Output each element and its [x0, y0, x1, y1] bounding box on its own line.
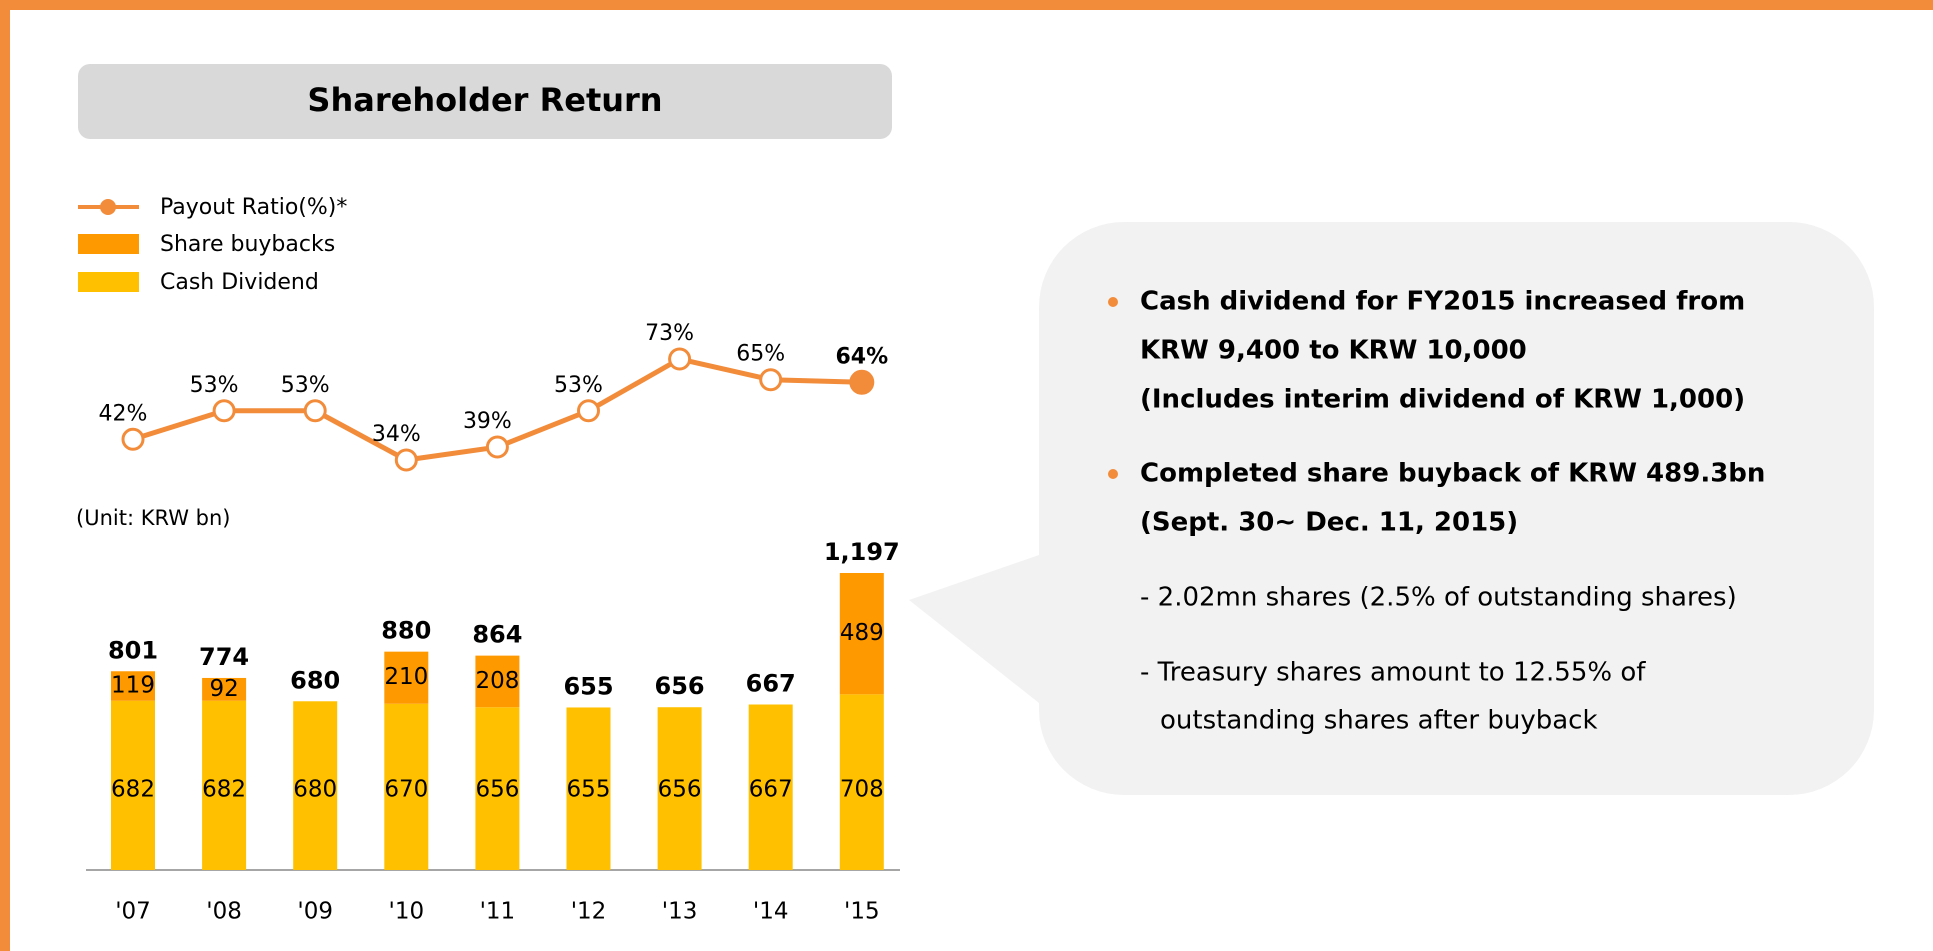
total-label: 1,197: [824, 538, 900, 566]
left-border: [0, 0, 10, 951]
bar-segment: [293, 701, 338, 870]
total-label: 656: [655, 672, 705, 700]
total-label: 880: [381, 617, 431, 645]
bar-segment: [475, 707, 520, 870]
bullet-text: KRW 9,400 to KRW 10,000: [1140, 336, 1527, 366]
payout-label: 34%: [372, 422, 421, 447]
payout-point: [303, 399, 327, 423]
x-tick-label: '10: [389, 899, 425, 925]
legend-swatch: [78, 234, 139, 254]
segment-label: 655: [567, 777, 611, 803]
segment-label: 210: [384, 664, 428, 690]
payout-point: [212, 399, 236, 423]
payout-label: 53%: [281, 373, 330, 398]
x-tick-label: '11: [480, 899, 516, 925]
x-tick-label: '08: [206, 899, 242, 925]
segment-label: 708: [840, 777, 884, 803]
payout-point: [849, 369, 875, 395]
bullet-text: Completed share buyback of KRW 489.3bn: [1140, 459, 1765, 489]
segment-label: 670: [384, 777, 428, 803]
note-text: - 2.02mn shares (2.5% of outstanding sha…: [1140, 583, 1737, 613]
title: Shareholder Return: [307, 81, 662, 119]
segment-label: 656: [475, 777, 519, 803]
callout-pointer: [909, 555, 1039, 703]
top-border: [0, 0, 1933, 10]
bar-segment: [384, 703, 429, 870]
x-tick-label: '07: [115, 899, 151, 925]
bar-segment: [566, 707, 611, 870]
bar-segment: [657, 707, 702, 870]
payout-label: 53%: [554, 373, 603, 398]
bullet-text: (Includes interim dividend of KRW 1,000): [1140, 385, 1745, 415]
bar-segment: [202, 677, 247, 701]
bullet-dot: [1108, 297, 1118, 307]
total-label: 667: [746, 670, 796, 698]
total-label: 864: [472, 621, 522, 649]
x-tick-label: '12: [571, 899, 607, 925]
x-tick-label: '14: [753, 899, 789, 925]
payout-label: 53%: [190, 373, 239, 398]
note-text: outstanding shares after buyback: [1160, 706, 1598, 736]
legend-swatch: [78, 272, 139, 292]
payout-point: [759, 368, 783, 392]
total-label: 801: [108, 636, 158, 664]
legend-label: Cash Dividend: [160, 270, 319, 295]
payout-point: [121, 427, 145, 451]
payout-label: 64%: [835, 344, 888, 369]
segment-label: 682: [202, 777, 246, 803]
segment-label: 667: [749, 777, 793, 803]
payout-label: 65%: [736, 342, 785, 367]
legend-label: Payout Ratio(%)*: [160, 195, 347, 220]
total-label: 680: [290, 666, 340, 694]
x-tick-label: '15: [844, 899, 880, 925]
segment-label: 489: [840, 620, 884, 646]
unit-label: (Unit: KRW bn): [76, 506, 230, 530]
bar-segment: [839, 694, 884, 870]
payout-point: [485, 435, 509, 459]
bar-segment: [111, 671, 155, 701]
total-label: 774: [199, 643, 249, 671]
payout-label: 42%: [99, 401, 148, 426]
payout-label: 73%: [645, 321, 694, 346]
bullet-dot: [1108, 469, 1118, 479]
bullet-text: (Sept. 30~ Dec. 11, 2015): [1140, 508, 1518, 538]
payout-point: [668, 347, 692, 371]
bar-segment: [384, 651, 429, 704]
payout-point: [577, 399, 600, 423]
bar-segment: [748, 704, 793, 870]
segment-label: 208: [475, 668, 519, 694]
title-box: [78, 64, 892, 139]
x-tick-label: '13: [662, 899, 698, 925]
total-label: 655: [563, 672, 613, 700]
segment-label: 680: [293, 777, 337, 803]
bar-segment: [202, 700, 247, 870]
callout: [1039, 222, 1874, 795]
x-tick-label: '09: [297, 899, 333, 925]
legend-label: Share buybacks: [160, 232, 335, 257]
legend-marker: [100, 199, 116, 215]
note-text: - Treasury shares amount to 12.55% of: [1140, 658, 1646, 688]
bar-segment: [111, 700, 155, 870]
bar-segment: [839, 573, 884, 695]
payout-label: 39%: [463, 409, 512, 434]
segment-label: 92: [209, 676, 238, 702]
bar-segment: [475, 655, 520, 708]
segment-label: 656: [658, 777, 702, 803]
segment-label: 682: [111, 777, 155, 803]
segment-label: 119: [111, 673, 155, 699]
payout-point: [394, 448, 418, 472]
bullet-text: Cash dividend for FY2015 increased from: [1140, 287, 1745, 317]
